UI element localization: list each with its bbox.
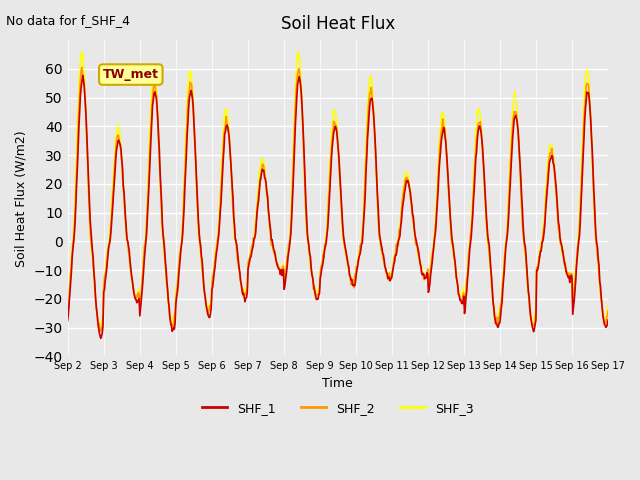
X-axis label: Time: Time: [323, 377, 353, 390]
Legend: SHF_1, SHF_2, SHF_3: SHF_1, SHF_2, SHF_3: [197, 396, 478, 420]
Title: Soil Heat Flux: Soil Heat Flux: [281, 15, 395, 33]
Text: TW_met: TW_met: [103, 68, 159, 81]
Text: No data for f_SHF_4: No data for f_SHF_4: [6, 14, 131, 27]
Y-axis label: Soil Heat Flux (W/m2): Soil Heat Flux (W/m2): [15, 130, 28, 266]
